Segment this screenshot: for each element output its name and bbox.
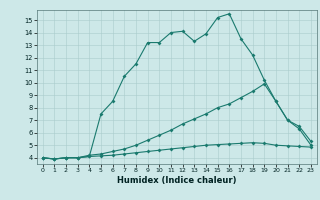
X-axis label: Humidex (Indice chaleur): Humidex (Indice chaleur) — [117, 176, 236, 185]
